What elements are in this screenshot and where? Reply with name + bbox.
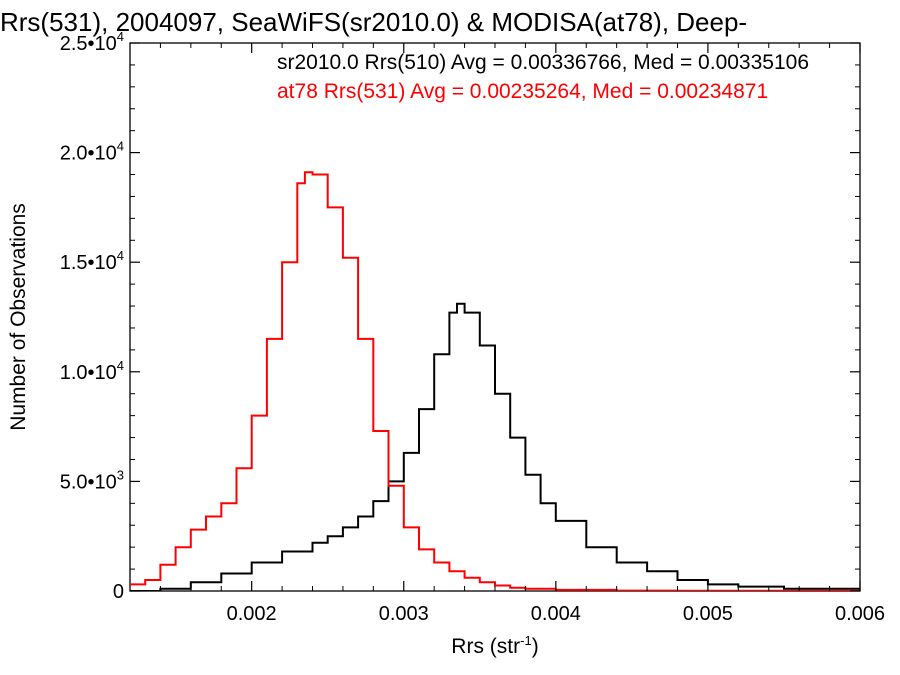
legend-entry-1: at78 Rrs(531) Avg = 0.00235264, Med = 0.… bbox=[277, 80, 768, 103]
x-tick-label-3: 0.005 bbox=[683, 603, 733, 625]
x-tick-label-4: 0.006 bbox=[835, 603, 885, 625]
legend-layer: sr2010.0 Rrs(510) Avg = 0.00336766, Med … bbox=[277, 51, 809, 103]
y-axis-label: Number of Observations bbox=[7, 203, 30, 431]
y-tick-label-0: 0 bbox=[113, 581, 124, 603]
x-axis-label: Rrs (str-1) bbox=[451, 633, 538, 658]
series-0-line bbox=[130, 302, 860, 591]
y-tick-label-3: 1.5•104 bbox=[60, 248, 124, 274]
y-tick-label-2: 1.0•104 bbox=[60, 358, 124, 384]
x-tick-label-0: 0.002 bbox=[227, 603, 277, 625]
tick-layer: 0.002 0.003 0.004 0.005 0.006 0 5.0•103 1.0•104… bbox=[60, 29, 885, 625]
y-tick-label-5: 2.5•104 bbox=[60, 29, 124, 55]
y-tick-label-1: 5.0•103 bbox=[60, 467, 124, 493]
chart-title: Rrs(531), 2004097, SeaWiFS(sr2010.0) & M… bbox=[0, 7, 747, 37]
x-tick-label-1: 0.003 bbox=[379, 603, 429, 625]
y-tick-label-4: 2.0•104 bbox=[60, 139, 124, 165]
x-tick-label-2: 0.004 bbox=[531, 603, 581, 625]
legend-entry-0: sr2010.0 Rrs(510) Avg = 0.00336766, Med … bbox=[277, 51, 809, 74]
series-layer bbox=[130, 171, 860, 591]
series-1-line bbox=[130, 171, 860, 591]
